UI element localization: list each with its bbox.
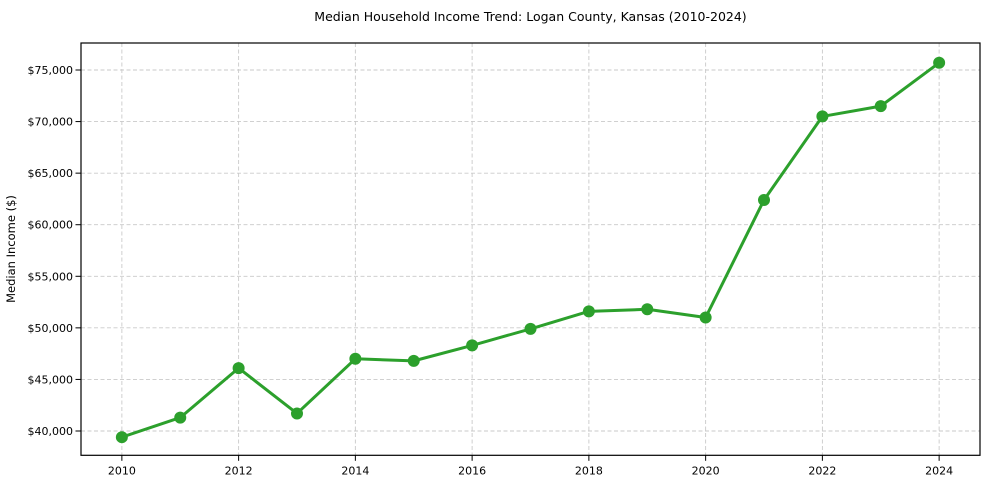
- plot-frame-group: [80, 42, 981, 456]
- plot-border: [80, 42, 981, 456]
- gridlines-group: [81, 43, 980, 456]
- data-point-2011: [174, 411, 187, 424]
- data-point-2017: [524, 322, 537, 335]
- x-tick-label: 2024: [925, 464, 953, 477]
- data-point-2022: [816, 110, 829, 123]
- y-tick-label: $55,000: [28, 270, 74, 283]
- y-tick-label: $40,000: [28, 425, 74, 438]
- y-tick-label: $60,000: [28, 219, 74, 232]
- data-point-2016: [466, 339, 479, 352]
- series-group: [115, 56, 946, 444]
- data-point-2020: [699, 311, 712, 324]
- x-tick-label: 2010: [108, 464, 136, 477]
- data-point-2015: [407, 354, 420, 367]
- data-point-2014: [349, 352, 362, 365]
- data-point-2021: [758, 193, 771, 206]
- y-tick-label: $70,000: [28, 116, 74, 129]
- y-axis-label: Median Income ($): [4, 195, 18, 303]
- data-point-2018: [582, 305, 595, 318]
- data-point-2019: [641, 303, 654, 316]
- y-tick-label: $75,000: [28, 64, 74, 77]
- x-tick-label: 2022: [808, 464, 836, 477]
- y-tick-label: $50,000: [28, 322, 74, 335]
- data-point-2023: [874, 100, 887, 113]
- x-tick-label: 2018: [575, 464, 603, 477]
- x-tick-label: 2012: [225, 464, 253, 477]
- tick-labels-group: $40,000 $45,000 $50,000 $55,000 $60,000 $65,0…: [28, 64, 954, 477]
- trend-line: [120, 61, 941, 439]
- data-point-2010: [115, 431, 128, 444]
- x-tick-label: 2020: [692, 464, 720, 477]
- data-point-2013: [290, 407, 303, 420]
- y-tick-label: $45,000: [28, 373, 74, 386]
- y-tick-label: $65,000: [28, 167, 74, 180]
- chart-title: Median Household Income Trend: Logan Cou…: [314, 9, 746, 24]
- tick-marks-group: [75, 69, 940, 461]
- x-tick-label: 2016: [458, 464, 486, 477]
- data-point-2024: [933, 56, 946, 69]
- data-point-2012: [232, 362, 245, 375]
- x-tick-label: 2014: [341, 464, 369, 477]
